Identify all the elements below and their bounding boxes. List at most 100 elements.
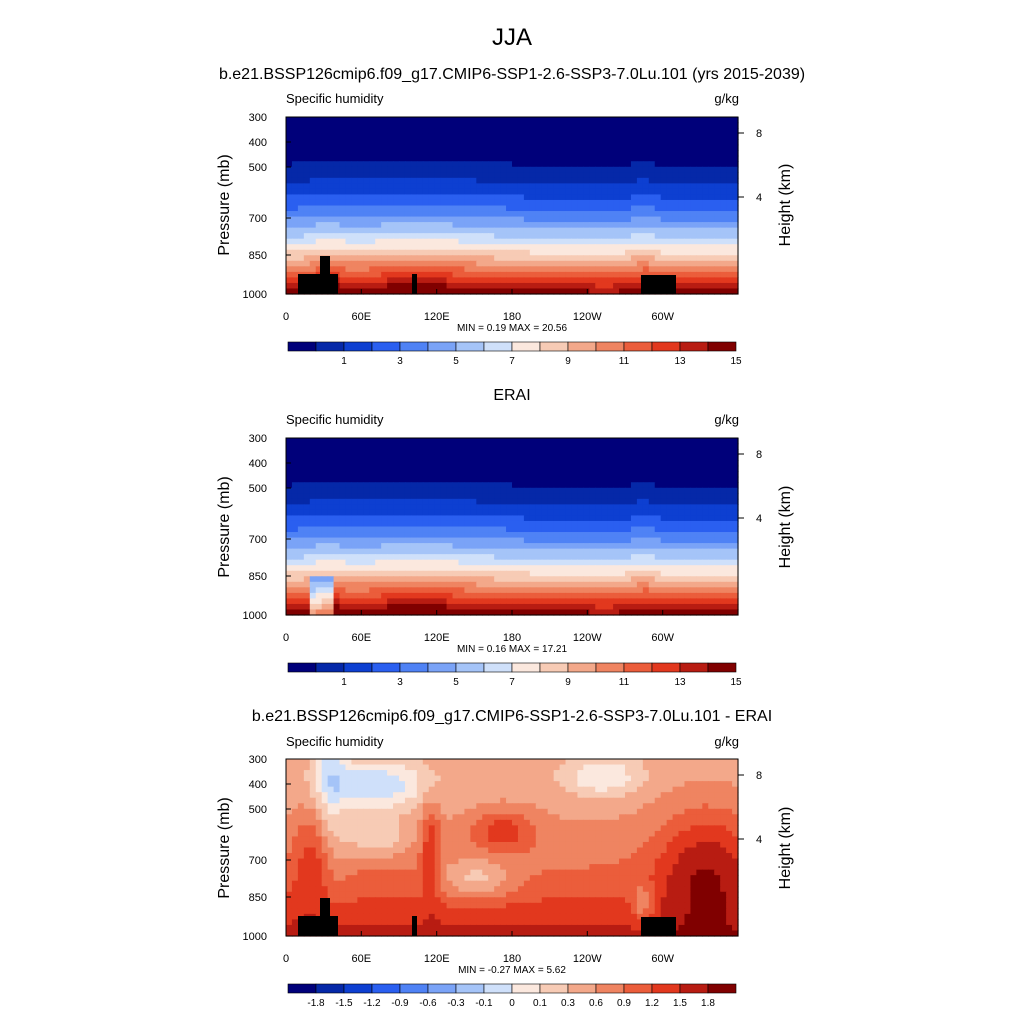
field-cell [458,260,466,267]
field-cell [291,139,299,146]
field-cell [339,460,347,467]
field-cell [399,271,406,279]
field-cell [672,609,680,616]
field-cell [678,117,686,124]
field-cell [434,471,442,478]
field-cell [732,532,739,539]
field-cell [315,139,323,146]
field-cell [333,227,341,234]
field-cell [399,532,406,539]
field-cell [291,493,299,500]
field-cell [309,244,317,251]
field-cell [309,255,317,262]
field-cell [690,199,697,207]
field-cell [636,122,644,129]
field-cell [470,282,477,290]
field-cell [381,438,388,445]
field-cell [529,482,537,489]
field-cell [416,476,424,483]
field-cell [714,271,721,279]
field-cell [428,199,436,207]
field-cell [726,454,733,461]
field-cell [434,603,442,611]
field-cell [613,117,620,124]
field-cell [303,460,311,467]
field-cell [446,260,454,267]
field-cell [470,172,477,179]
field-cell [559,493,567,500]
field-cell [732,255,739,262]
field-cell [470,249,477,256]
field-cell [297,476,305,483]
field-cell [303,532,311,539]
field-cell [506,205,513,212]
field-cell [309,177,317,184]
field-cell [523,271,531,279]
field-cell [339,515,347,522]
field-cell [286,233,293,240]
field-cell [702,476,709,483]
field-cell [690,188,697,196]
colorbar-box [511,662,541,673]
field-cell [648,592,656,600]
field-cell [589,559,596,566]
field-cell [636,504,644,511]
field-cell [571,482,579,489]
field-cell [613,454,620,461]
field-cell [393,570,400,577]
field-cell [535,471,543,478]
field-cell [684,609,692,616]
field-cell [714,139,721,146]
field-cell [291,183,299,190]
field-cell [512,476,519,483]
field-cell [595,166,602,173]
field-cell [625,155,632,162]
field-cell [470,288,477,295]
field-cell [672,117,680,124]
field-cell [654,609,662,616]
field-cell [613,211,620,218]
field-cell [333,581,341,588]
field-cell [613,150,620,157]
field-cell [381,504,388,511]
colorbar-label: 7 [509,677,515,688]
field-cell [720,139,727,146]
field-cell [523,476,531,483]
field-cell [381,244,388,251]
field-cell [422,460,430,467]
field-cell [732,476,739,483]
field-cell [286,509,293,517]
field-cell [452,227,460,234]
field-cell [708,581,715,588]
field-cell [535,227,543,234]
field-cell [422,565,430,572]
field-cell [601,216,608,223]
field-cell [482,216,489,223]
field-cell [399,216,406,223]
field-cell [607,609,614,616]
field-cell [291,565,299,572]
figure-title: JJA [492,24,532,51]
field-cell [422,570,430,577]
field-cell [732,199,739,207]
field-cell [410,238,418,245]
field-cell [714,482,721,489]
field-cell [399,487,406,494]
field-cell [428,128,436,135]
field-cell [732,576,739,583]
field-cell [535,520,543,528]
field-cell [684,493,692,500]
field-cell [452,603,460,611]
field-cell [399,199,406,207]
field-cell [345,543,353,550]
field-cell [410,205,418,212]
field-cell [315,570,323,577]
field-cell [684,133,692,140]
field-cell [595,260,602,267]
field-cell [541,515,549,522]
y-tick-label: 400 [249,458,267,470]
field-cell [440,532,448,539]
field-cell [387,277,394,284]
field-cell [446,498,454,505]
field-cell [565,288,573,295]
